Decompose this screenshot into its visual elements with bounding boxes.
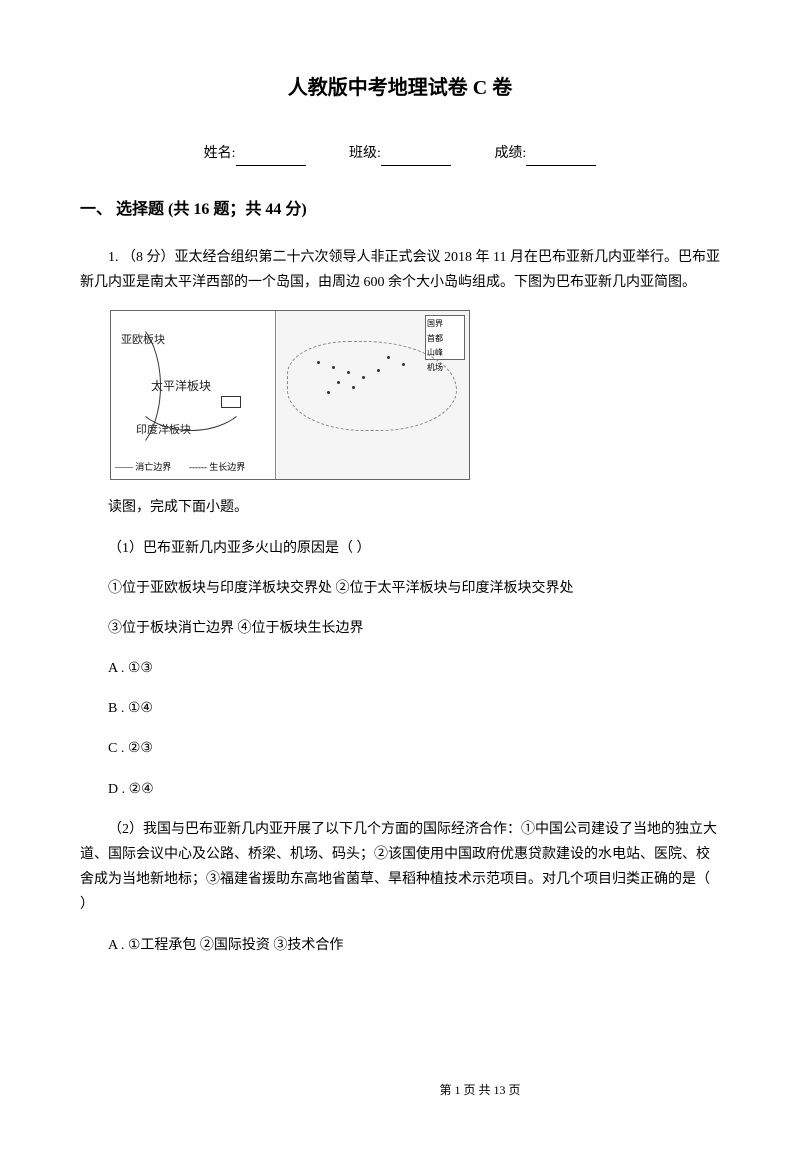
q1-sub1-optA: A . ①③ bbox=[80, 656, 720, 681]
map-legend-box: 国界 首都 山峰 机场 bbox=[425, 315, 465, 360]
class-label: 班级: bbox=[349, 146, 381, 161]
name-label: 姓名: bbox=[204, 146, 236, 161]
q1-sub1-question: （1）巴布亚新几内亚多火山的原因是（ ） bbox=[80, 536, 720, 561]
legend-grow: ------ 生长边界 bbox=[189, 459, 245, 475]
q1-sub1-optB: B . ①④ bbox=[80, 696, 720, 721]
score-label: 成绩: bbox=[494, 146, 526, 161]
student-info-line: 姓名: 班级: 成绩: bbox=[80, 141, 720, 166]
q1-sub2-question: （2）我国与巴布亚新几内亚开展了以下几个方面的国际经济合作：①中国公司建设了当地… bbox=[80, 817, 720, 918]
map-figure: 亚欧板块 太平洋板块 印度洋板块 —— 消亡边界 ------ 生长边界 国界 … bbox=[110, 310, 470, 480]
class-blank bbox=[381, 152, 451, 166]
q1-sub1-items: ①位于亚欧板块与印度洋板块交界处 ②位于太平洋板块与印度洋板块交界处 bbox=[80, 576, 720, 601]
q1-sub1-items2: ③位于板块消亡边界 ④位于板块生长边界 bbox=[80, 616, 720, 641]
name-blank bbox=[236, 152, 306, 166]
page-title: 人教版中考地理试卷 C 卷 bbox=[80, 70, 720, 106]
q1-sub2-optA: A . ①工程承包 ②国际投资 ③技术合作 bbox=[80, 933, 720, 958]
q1-sub1-optC: C . ②③ bbox=[80, 736, 720, 761]
q1-intro: 1. （8 分）亚太经合组织第二十六次领导人非正式会议 2018 年 11 月在… bbox=[80, 245, 720, 295]
map-left-panel: 亚欧板块 太平洋板块 印度洋板块 —— 消亡边界 ------ 生长边界 bbox=[111, 311, 276, 479]
section-heading: 一、 选择题 (共 16 题；共 44 分) bbox=[80, 196, 720, 225]
page-footer: 第 1 页 共 13 页 bbox=[80, 1080, 800, 1102]
read-instruction: 读图，完成下面小题。 bbox=[80, 495, 720, 520]
legend-destroy: —— 消亡边界 bbox=[115, 459, 171, 475]
legend-item-2: 首都 bbox=[427, 332, 463, 346]
legend-item-1: 国界 bbox=[427, 317, 463, 331]
score-blank bbox=[526, 152, 596, 166]
map-curve-2 bbox=[131, 351, 251, 431]
q1-sub1-optD: D . ②④ bbox=[80, 777, 720, 802]
map-right-panel: 国界 首都 山峰 机场 bbox=[277, 311, 469, 479]
